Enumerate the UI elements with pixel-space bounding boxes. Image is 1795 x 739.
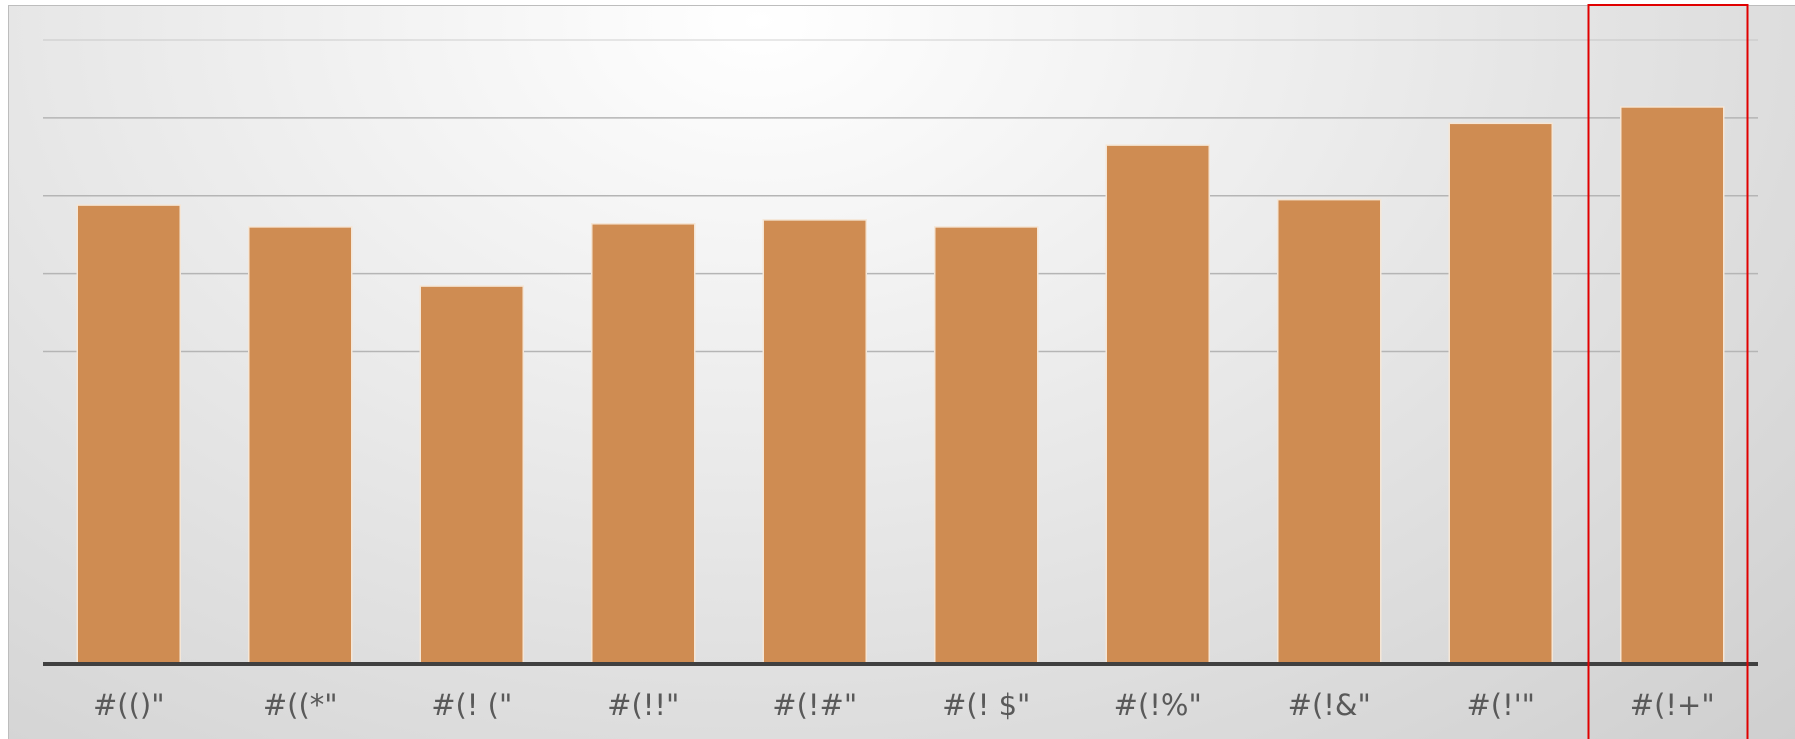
- x-tick-label: #(!'": [1466, 688, 1535, 722]
- x-tick-label: #(!#": [772, 688, 857, 722]
- x-tick-label: #(()": [93, 688, 165, 722]
- bar: [591, 223, 696, 664]
- bar: [1448, 122, 1553, 664]
- bar: [1277, 198, 1382, 664]
- x-tick-label: #(!&": [1288, 688, 1371, 722]
- x-tick-label: #((*": [263, 688, 338, 722]
- bar: [419, 285, 524, 664]
- bar: [762, 219, 867, 664]
- x-tick-label: #(!!": [607, 688, 679, 722]
- bar: [1620, 106, 1725, 664]
- bar: [248, 226, 353, 664]
- bar: [76, 204, 181, 664]
- x-tick-label: #(!+": [1630, 688, 1715, 722]
- bar: [934, 226, 1039, 664]
- x-tick-label: #(! $": [942, 688, 1030, 722]
- x-tick-label: #(!%": [1114, 688, 1202, 722]
- x-tick-label: #(! (": [431, 688, 512, 722]
- highlight-box: [1587, 4, 1749, 739]
- bar: [1105, 144, 1210, 664]
